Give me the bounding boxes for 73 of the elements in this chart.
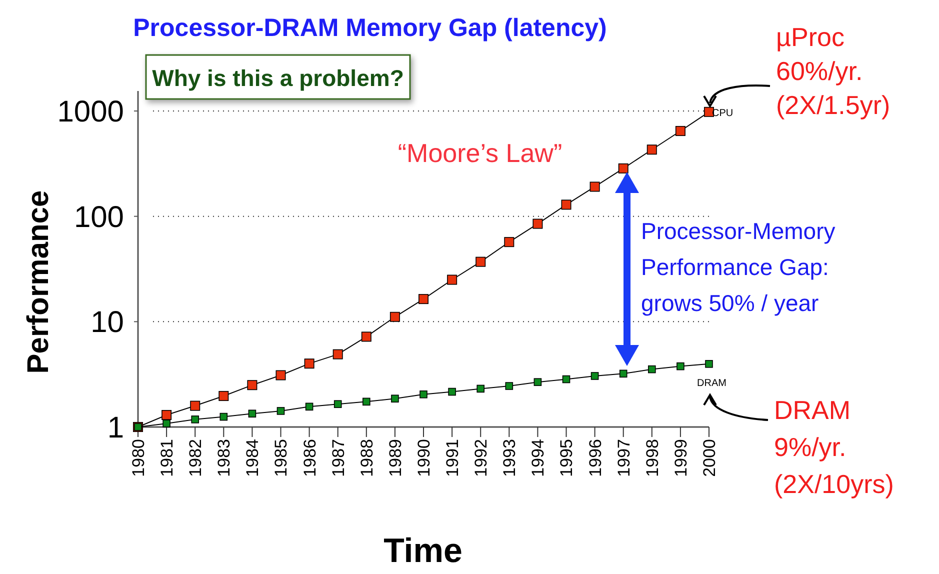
point: [532, 218, 543, 229]
y-axis-title: Performance: [22, 190, 55, 374]
point: [391, 394, 399, 403]
x-tick-label: 1983: [214, 439, 234, 477]
x-tick-label: 1996: [586, 439, 605, 477]
annotation: Processor-Memory Performance Gap: grows 50% / year: [641, 218, 836, 316]
point: [675, 126, 686, 136]
point: [476, 384, 484, 393]
x-tick-label: 1986: [300, 439, 320, 477]
x-tick-label: 1991: [443, 439, 462, 477]
point: [305, 402, 314, 411]
chart-title: Processor-DRAM Memory Gap (latency): [133, 14, 607, 42]
y-tick-label: 10: [90, 306, 124, 340]
point: [191, 416, 199, 424]
x-tick-label: 1982: [186, 439, 206, 477]
point: [448, 388, 456, 396]
x-tick-label: 1980: [128, 439, 148, 477]
point: [562, 375, 570, 384]
x-axis-title: Time: [384, 532, 462, 570]
point: [304, 358, 314, 369]
x-tick-label: 2000: [700, 439, 719, 477]
x-tick-label: 1987: [328, 439, 348, 477]
annotation: “Moore’s Law”: [398, 138, 562, 168]
point: [248, 410, 256, 418]
point: [220, 412, 228, 421]
x-tick-label: 1993: [500, 439, 520, 477]
point: [420, 390, 428, 398]
x-tick-label: 1999: [671, 439, 690, 477]
point: [361, 332, 372, 342]
point: [190, 400, 200, 411]
point: [534, 378, 542, 386]
point: [418, 294, 428, 304]
x-tick-label: 1994: [528, 439, 548, 477]
series-label: DRAM: [697, 378, 726, 389]
x-tick-label: 1989: [386, 439, 405, 477]
point: [247, 380, 258, 390]
point: [276, 370, 286, 380]
point: [162, 410, 172, 420]
point: [390, 312, 400, 322]
point: [276, 407, 285, 415]
x-tick-label: 1984: [243, 439, 262, 477]
x-tick-label: 1992: [472, 439, 491, 477]
point: [476, 256, 486, 267]
x-tick-label: 1998: [642, 439, 662, 477]
point: [561, 200, 572, 210]
x-tick-label: 1995: [557, 439, 576, 477]
point: [334, 400, 342, 408]
x-tick-label: 1985: [272, 439, 291, 477]
point: [162, 420, 170, 428]
x-tick-label: 1981: [158, 439, 176, 477]
text: Why is this a problem?: [152, 65, 404, 91]
point: [590, 182, 600, 192]
y-tick-label: 100: [74, 200, 124, 234]
point: [505, 382, 514, 390]
point: [504, 237, 514, 248]
point: [218, 390, 229, 401]
point: [676, 362, 684, 370]
point: [618, 163, 628, 174]
point: [648, 365, 656, 374]
point: [590, 372, 599, 380]
text: DRAM 9%/yr. (2X/10yrs): [774, 395, 894, 499]
point: [332, 349, 343, 360]
x-tick-label: 1990: [414, 439, 434, 477]
y-tick-label: 1: [107, 412, 124, 444]
point: [447, 274, 458, 285]
point: [705, 360, 713, 368]
y-tick-label: 1000: [57, 96, 124, 128]
x-tick-label: 1997: [614, 439, 634, 477]
x-tick-label: 1988: [357, 439, 376, 477]
text: µProc 60%/yr. (2X/1.5yr): [776, 22, 890, 120]
point: [619, 370, 628, 378]
point: [362, 398, 370, 406]
point: [646, 144, 657, 155]
